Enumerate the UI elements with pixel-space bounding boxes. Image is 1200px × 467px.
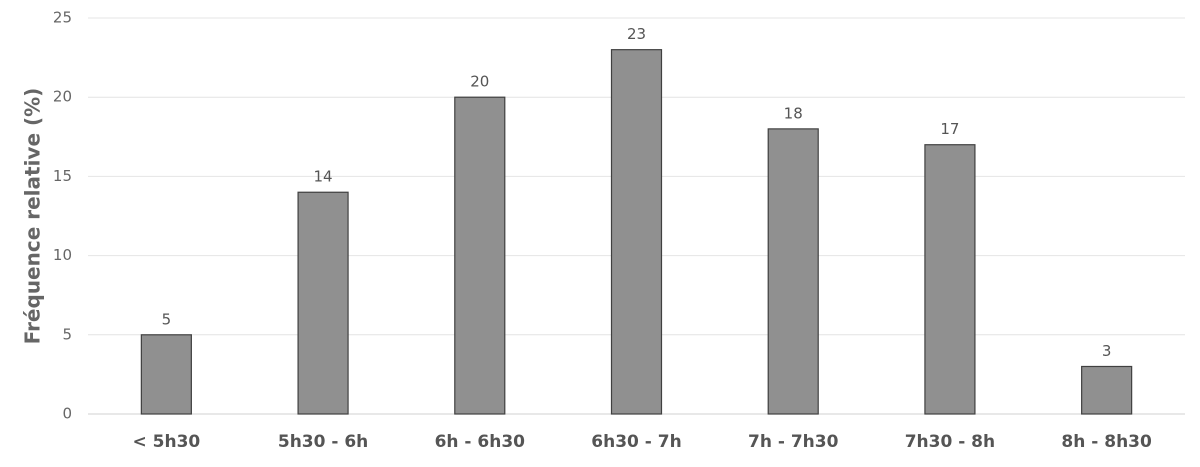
bar [767, 128, 819, 415]
value-label: 14 [314, 168, 333, 186]
x-tick-label: 7h - 7h30 [748, 432, 839, 452]
value-label: 3 [1102, 342, 1112, 360]
value-label: 23 [627, 25, 646, 43]
bar [924, 144, 976, 415]
y-tick-label: 0 [62, 405, 72, 423]
value-label: 5 [162, 310, 172, 328]
x-tick-label: 6h - 6h30 [435, 432, 526, 452]
bar [1081, 365, 1133, 415]
x-tick-label: 6h30 - 7h [591, 432, 681, 452]
value-label: 18 [784, 104, 803, 122]
y-tick-label: 5 [62, 325, 72, 343]
y-tick-label: 25 [53, 9, 72, 27]
bar [140, 334, 192, 415]
bar [610, 49, 663, 415]
value-label: 17 [940, 120, 959, 138]
bar [297, 191, 349, 415]
x-tick-label: 5h30 - 6h [278, 432, 368, 452]
x-tick-label: 7h30 - 8h [905, 432, 995, 452]
x-tick-label: < 5h30 [132, 432, 200, 452]
y-tick-label: 15 [53, 167, 72, 185]
x-tick-label: 8h - 8h30 [1061, 432, 1152, 452]
y-axis-title: Fréquence relative (%) [21, 88, 45, 345]
y-tick-label: 20 [53, 88, 72, 106]
y-tick-label: 10 [53, 246, 72, 264]
value-label: 20 [470, 73, 489, 91]
bar [454, 96, 506, 415]
